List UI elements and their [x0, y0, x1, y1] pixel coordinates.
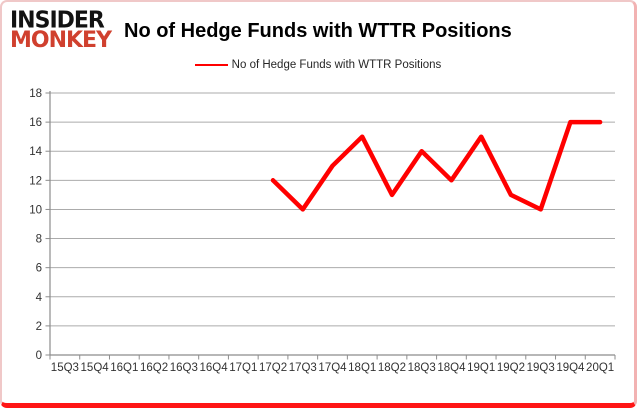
x-tick-label: 16Q2 [140, 362, 168, 374]
y-tick-label: 18 [29, 88, 42, 100]
insider-monkey-logo: INSIDER MONKEY [10, 7, 122, 54]
legend: No of Hedge Funds with WTTR Positions [2, 59, 634, 71]
x-tick-label: 17Q2 [259, 362, 287, 374]
x-tick-label: 17Q4 [318, 362, 347, 374]
logo-monkey-text: MONKEY [10, 28, 112, 54]
y-tick-label: 4 [36, 292, 43, 304]
x-tick-label: 16Q3 [170, 362, 198, 374]
x-tick-label: 16Q1 [110, 362, 138, 374]
x-tick-label: 19Q1 [467, 362, 495, 374]
x-tick-label: 18Q2 [378, 362, 406, 374]
x-tick-label: 18Q1 [348, 362, 376, 374]
y-tick-label: 12 [29, 175, 42, 187]
y-tick-label: 0 [36, 350, 42, 362]
x-tick-label: 16Q4 [199, 362, 228, 374]
x-tick-label: 15Q3 [51, 362, 79, 374]
y-tick-label: 16 [29, 117, 42, 129]
x-tick-label: 18Q4 [437, 362, 466, 374]
x-tick-label: 17Q3 [289, 362, 317, 374]
x-tick-label: 17Q1 [229, 362, 257, 374]
x-tick-label: 19Q3 [527, 362, 555, 374]
x-tick-label: 18Q3 [408, 362, 436, 374]
series-line [270, 119, 603, 212]
chart-title: No of Hedge Funds with WTTR Positions [124, 20, 512, 42]
y-tick-label: 10 [29, 204, 42, 216]
legend-label: No of Hedge Funds with WTTR Positions [231, 59, 442, 71]
x-tick-label: 19Q2 [497, 362, 525, 374]
x-tick-label: 15Q4 [81, 362, 110, 374]
y-tick-label: 8 [36, 234, 42, 246]
legend-line-swatch [194, 64, 228, 66]
y-tick-label: 6 [36, 263, 42, 275]
logo-insider-text: INSIDER [10, 7, 105, 34]
y-tick-label: 14 [29, 146, 42, 158]
x-tick-label: 20Q1 [586, 362, 614, 374]
x-tick-label: 19Q4 [556, 362, 585, 374]
y-tick-label: 2 [36, 321, 42, 333]
